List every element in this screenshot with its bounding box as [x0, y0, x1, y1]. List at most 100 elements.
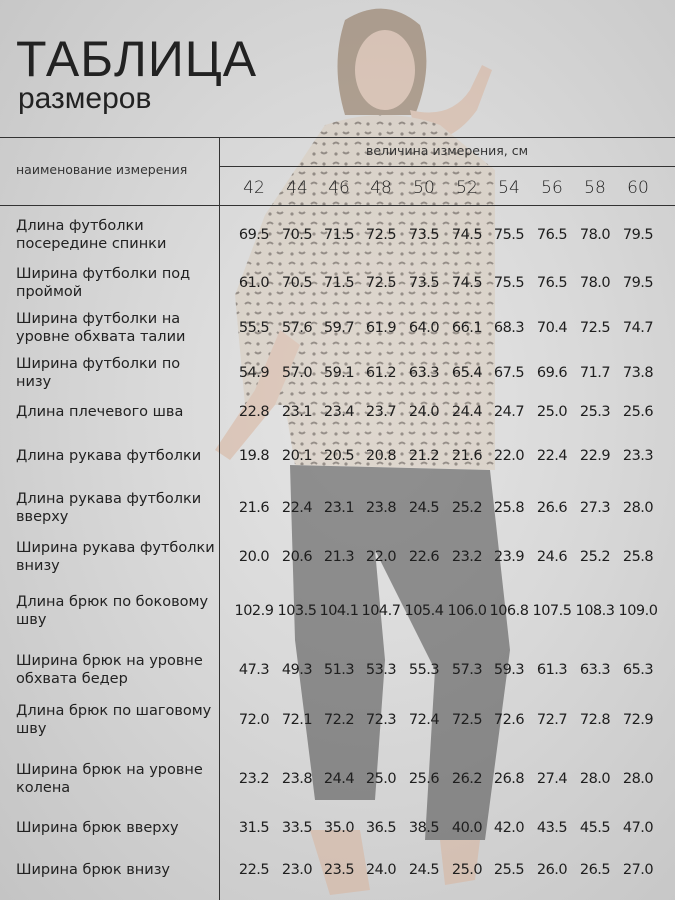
- table-cell: 104.7: [361, 603, 401, 619]
- table-cell: 72.4: [408, 712, 440, 728]
- table-cell: 75.5: [493, 275, 525, 291]
- table-cell: 20.8: [365, 448, 397, 464]
- table-cell: 33.5: [281, 820, 313, 836]
- table-cell: 25.8: [622, 549, 654, 565]
- table-cell: 61.9: [365, 320, 397, 336]
- table-cell: 55.3: [408, 662, 440, 678]
- table-cell: 28.0: [579, 771, 611, 787]
- table-cell: 25.0: [365, 771, 397, 787]
- table-cell: 22.0: [493, 448, 525, 464]
- size-header-60: 60: [627, 178, 649, 198]
- table-cell: 26.2: [451, 771, 483, 787]
- table-cell: 65.3: [622, 662, 654, 678]
- table-cell: 23.0: [281, 862, 313, 878]
- size-header-50: 50: [413, 178, 435, 198]
- size-header-56: 56: [541, 178, 563, 198]
- table-cell: 38.5: [408, 820, 440, 836]
- table-cell: 23.5: [323, 862, 355, 878]
- table-cell: 70.5: [281, 227, 313, 243]
- table-cell: 42.0: [493, 820, 525, 836]
- table-cell: 106.8: [489, 603, 529, 619]
- table-cell: 72.5: [579, 320, 611, 336]
- table-cell: 43.5: [536, 820, 568, 836]
- table-cell: 72.9: [622, 712, 654, 728]
- table-cell: 72.5: [451, 712, 483, 728]
- table-cell: 35.0: [323, 820, 355, 836]
- table-cell: 23.8: [365, 500, 397, 516]
- table-cell: 25.2: [579, 549, 611, 565]
- table-cell: 71.5: [323, 275, 355, 291]
- table-cell: 74.5: [451, 275, 483, 291]
- table-cell: 57.6: [281, 320, 313, 336]
- row-label: Ширина брюк вверху: [16, 820, 179, 836]
- left-arm: [215, 330, 300, 460]
- table-cell: 75.5: [493, 227, 525, 243]
- table-cell: 23.2: [451, 549, 483, 565]
- table-cell: 51.3: [323, 662, 355, 678]
- table-cell: 78.0: [579, 275, 611, 291]
- table-cell: 22.0: [365, 549, 397, 565]
- table-cell: 72.5: [365, 275, 397, 291]
- size-header-48: 48: [370, 178, 392, 198]
- table-cell: 67.5: [493, 365, 525, 381]
- table-cell: 107.5: [532, 603, 572, 619]
- face: [355, 30, 415, 110]
- table-cell: 70.4: [536, 320, 568, 336]
- size-header-44: 44: [286, 178, 308, 198]
- table-cell: 24.4: [323, 771, 355, 787]
- table-cell: 23.4: [323, 404, 355, 420]
- table-cell: 70.5: [281, 275, 313, 291]
- table-cell: 25.2: [451, 500, 483, 516]
- table-cell: 36.5: [365, 820, 397, 836]
- table-cell: 61.0: [238, 275, 270, 291]
- table-cell: 55.5: [238, 320, 270, 336]
- table-cell: 104.1: [319, 603, 359, 619]
- table-cell: 68.3: [493, 320, 525, 336]
- table-cell: 72.8: [579, 712, 611, 728]
- row-label: Длина рукава футболки вверху: [16, 491, 202, 525]
- row-label: Ширина футболки по низу: [16, 356, 181, 390]
- row-label: Ширина брюк внизу: [16, 862, 170, 878]
- table-cell: 24.0: [408, 404, 440, 420]
- table-cell: 79.5: [622, 275, 654, 291]
- table-cell: 24.5: [408, 862, 440, 878]
- table-cell: 31.5: [238, 820, 270, 836]
- table-cell: 54.9: [238, 365, 270, 381]
- table-cell: 21.6: [451, 448, 483, 464]
- unit-header: величина измерения, см: [365, 143, 529, 158]
- table-cell: 69.5: [238, 227, 270, 243]
- table-cell: 20.6: [281, 549, 313, 565]
- table-cell: 78.0: [579, 227, 611, 243]
- table-cell: 40.0: [451, 820, 483, 836]
- table-cell: 71.7: [579, 365, 611, 381]
- table-cell: 72.2: [323, 712, 355, 728]
- table-cell: 25.6: [408, 771, 440, 787]
- table-cell: 22.8: [238, 404, 270, 420]
- table-cell: 59.3: [493, 662, 525, 678]
- table-cell: 24.5: [408, 500, 440, 516]
- table-cell: 22.4: [281, 500, 313, 516]
- table-cell: 22.5: [238, 862, 270, 878]
- table-cell: 76.5: [536, 275, 568, 291]
- feet: [310, 830, 480, 895]
- table-cell: 22.4: [536, 448, 568, 464]
- raised-arm: [410, 65, 492, 141]
- table-cell: 24.0: [365, 862, 397, 878]
- table-cell: 28.0: [622, 500, 654, 516]
- table-cell: 23.7: [365, 404, 397, 420]
- table-cell: 72.7: [536, 712, 568, 728]
- table-cell: 25.6: [622, 404, 654, 420]
- table-cell: 24.4: [451, 404, 483, 420]
- row-label: Длина плечевого шва: [16, 404, 184, 420]
- table-cell: 72.5: [365, 227, 397, 243]
- column-divider: [219, 137, 220, 900]
- table-cell: 74.5: [451, 227, 483, 243]
- pants: [290, 465, 510, 840]
- table-cell: 20.0: [238, 549, 270, 565]
- table-cell: 22.9: [579, 448, 611, 464]
- table-cell: 20.5: [323, 448, 355, 464]
- table-cell: 66.1: [451, 320, 483, 336]
- table-cell: 23.9: [493, 549, 525, 565]
- table-cell: 72.0: [238, 712, 270, 728]
